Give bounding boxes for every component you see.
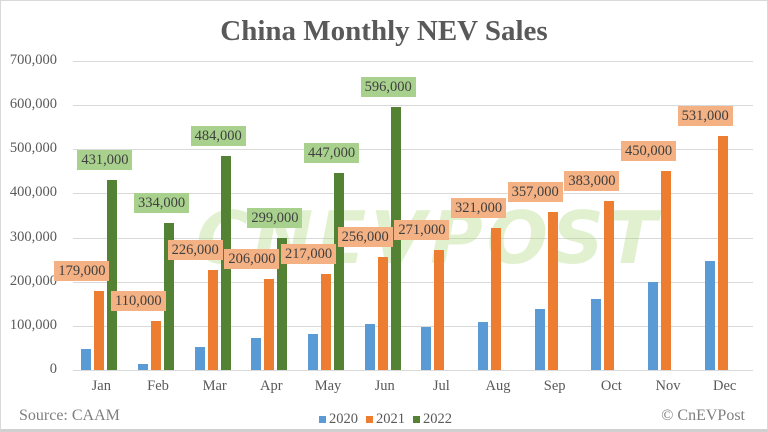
credit-note: © CnEVPost [661,407,745,424]
bar-2020-jan [81,348,92,370]
x-tick-label: Feb [147,378,169,394]
legend-item-2021: 2021 [366,411,405,428]
legend-label: 2020 [329,411,358,427]
bar-2021-nov [661,171,671,370]
y-tick-label: 700,000 [9,52,57,68]
data-label-2021: 357,000 [507,182,563,203]
data-label-2022: 447,000 [304,142,360,163]
bar-2021-dec [717,135,728,370]
bar-2021-feb [151,321,161,370]
x-tick-label: Jul [432,378,450,394]
bar-2021-apr [264,279,275,370]
gridline [73,281,753,283]
x-tick-label: Jan [91,378,111,394]
bar-2022-feb [164,222,174,370]
data-label-2021: 271,000 [394,220,450,241]
x-tick-label: Sep [543,378,566,394]
data-label-2022: 299,000 [247,208,303,228]
bar-2020-may [308,333,318,370]
y-tick-label: 0 [49,361,57,377]
gridline [73,61,753,62]
x-tick-label: Aug [485,378,511,394]
bar-2020-apr [251,337,262,370]
data-label-2021: 450,000 [621,141,677,162]
gridline [73,149,753,151]
gridline [73,325,753,327]
data-label-2021: 383,000 [564,170,620,191]
y-tick-label: 400,000 [9,184,57,201]
bar-2020-feb [138,364,148,370]
legend-swatch-icon [366,416,373,423]
data-label-2021: 217,000 [281,244,337,265]
bar-2021-may [321,274,331,370]
legend-label: 2022 [423,411,452,427]
data-label-2021: 206,000 [224,249,280,270]
legend-swatch-icon [413,416,420,423]
bar-2020-jul [421,326,432,370]
data-label-2021: 531,000 [677,105,733,126]
gridline [73,193,753,195]
data-label-2021: 179,000 [54,260,110,281]
legend-label: 2021 [376,411,405,427]
x-tick-label: May [314,378,342,394]
x-tick-label: Dec [712,378,737,394]
bar-2020-dec [704,260,715,370]
bar-2022-jan [107,179,118,370]
data-label-2022: 484,000 [190,126,246,147]
x-tick-label: Oct [600,378,622,394]
legend-item-2020: 2020 [319,411,358,428]
bar-2022-may [334,172,344,370]
bar-2020-oct [591,299,602,370]
bar-2020-sep [534,309,545,370]
bar-2022-apr [277,238,288,370]
y-tick-label: 200,000 [9,272,57,289]
y-tick-label: 100,000 [9,316,57,333]
data-label-2022: 334,000 [134,192,190,213]
legend-item-2022: 2022 [413,411,452,428]
bar-2021-jan [94,290,105,370]
bar-2021-mar [207,270,218,370]
data-label-2021: 226,000 [167,240,223,261]
x-tick-label: Apr [260,378,283,394]
x-tick-label: Nov [655,378,681,394]
y-tick-label: 500,000 [9,140,57,157]
source-note: Source: CAAM [19,407,120,424]
data-label-2021: 256,000 [337,226,393,247]
bar-2020-nov [648,281,658,370]
bar-2021-aug [491,228,501,370]
bar-2021-jul [434,250,445,370]
data-label-2021: 321,000 [451,198,507,219]
gridline [73,370,753,371]
data-label-2021: 110,000 [111,291,166,312]
bar-2021-oct [604,200,615,370]
gridline [73,105,753,107]
bar-2020-aug [478,321,488,370]
bar-2020-mar [194,346,205,370]
x-tick-label: Mar [202,378,227,394]
data-label-2022: 431,000 [77,149,133,170]
legend-swatch-icon [319,416,326,423]
legend: 2020 2021 2022 [319,411,452,428]
bar-2020-jun [364,324,375,370]
x-tick-label: Jun [374,378,395,394]
bar-2021-jun [377,256,388,370]
data-label-2022: 596,000 [360,76,416,97]
chart-title: China Monthly NEV Sales [220,15,548,47]
bar-2021-sep [547,212,558,370]
y-tick-label: 600,000 [9,96,57,113]
y-tick-label: 300,000 [9,228,57,245]
